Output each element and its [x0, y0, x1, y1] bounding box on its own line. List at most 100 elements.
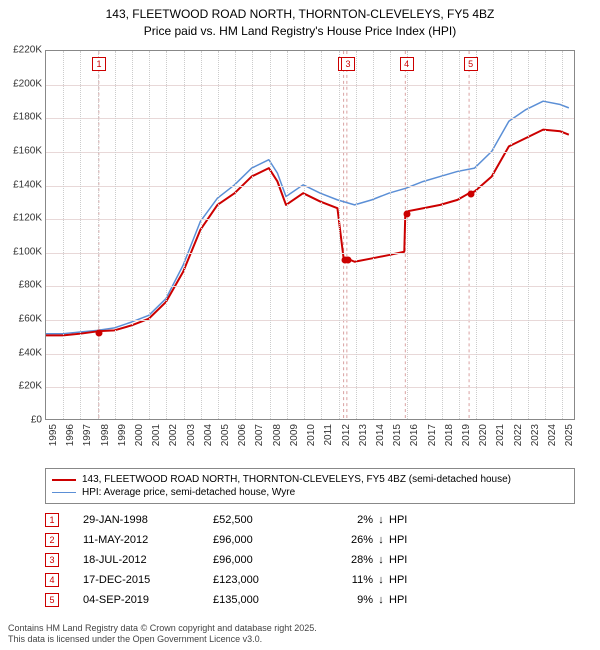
sale-marker-box: 3 — [341, 57, 355, 71]
gridline-h — [46, 320, 574, 321]
row-date: 17-DEC-2015 — [83, 574, 213, 586]
gridline-h — [46, 354, 574, 355]
row-date: 18-JUL-2012 — [83, 554, 213, 566]
x-tick-label: 2023 — [530, 424, 541, 446]
gridline-v — [459, 51, 460, 419]
x-tick-label: 2000 — [134, 424, 145, 446]
title-line1: 143, FLEETWOOD ROAD NORTH, THORNTON-CLEV… — [0, 6, 600, 23]
gridline-v — [98, 51, 99, 419]
gridline-h — [46, 286, 574, 287]
x-tick-label: 2009 — [289, 424, 300, 446]
gridline-h — [46, 186, 574, 187]
chart-container: 143, FLEETWOOD ROAD NORTH, THORNTON-CLEV… — [0, 0, 600, 650]
sale-marker-box: 5 — [464, 57, 478, 71]
x-tick-label: 2020 — [478, 424, 489, 446]
gridline-v — [425, 51, 426, 419]
down-arrow-icon: ↓ — [373, 574, 389, 586]
y-tick-label: £180K — [13, 112, 42, 123]
legend-label: 143, FLEETWOOD ROAD NORTH, THORNTON-CLEV… — [82, 474, 511, 485]
table-row: 318-JUL-2012£96,00028%↓HPI — [45, 550, 575, 570]
x-tick-label: 2016 — [409, 424, 420, 446]
gridline-h — [46, 387, 574, 388]
y-tick-label: £200K — [13, 78, 42, 89]
row-hpi: HPI — [389, 534, 429, 546]
x-tick-label: 2003 — [186, 424, 197, 446]
sale-marker-dot — [344, 256, 351, 263]
plot-area: 12345 — [45, 50, 575, 420]
y-tick-label: £220K — [13, 45, 42, 56]
table-row: 129-JAN-1998£52,5002%↓HPI — [45, 510, 575, 530]
row-price: £52,500 — [213, 514, 313, 526]
x-tick-label: 2005 — [220, 424, 231, 446]
row-hpi: HPI — [389, 554, 429, 566]
x-tick-label: 2018 — [444, 424, 455, 446]
x-tick-label: 1996 — [65, 424, 76, 446]
gridline-v — [321, 51, 322, 419]
gridline-v — [132, 51, 133, 419]
x-tick-label: 2008 — [272, 424, 283, 446]
sale-marker-dot — [96, 329, 103, 336]
x-tick-label: 2010 — [306, 424, 317, 446]
x-tick-label: 1998 — [100, 424, 111, 446]
row-pct: 2% — [313, 514, 373, 526]
y-tick-label: £60K — [19, 314, 42, 325]
y-tick-label: £80K — [19, 280, 42, 291]
gridline-v — [442, 51, 443, 419]
series-hpi — [46, 101, 569, 334]
row-marker: 4 — [45, 573, 59, 587]
gridline-h — [46, 85, 574, 86]
gridline-v — [184, 51, 185, 419]
row-date: 29-JAN-1998 — [83, 514, 213, 526]
down-arrow-icon: ↓ — [373, 514, 389, 526]
sale-marker-box: 4 — [400, 57, 414, 71]
x-tick-label: 2002 — [168, 424, 179, 446]
row-price: £96,000 — [213, 554, 313, 566]
y-axis: £0£20K£40K£60K£80K£100K£120K£140K£160K£1… — [0, 50, 44, 420]
y-tick-label: £140K — [13, 179, 42, 190]
legend-item: 143, FLEETWOOD ROAD NORTH, THORNTON-CLEV… — [52, 473, 568, 486]
row-price: £135,000 — [213, 594, 313, 606]
x-tick-label: 2017 — [427, 424, 438, 446]
gridline-h — [46, 253, 574, 254]
gridline-v — [166, 51, 167, 419]
x-tick-label: 2021 — [495, 424, 506, 446]
sales-table: 129-JAN-1998£52,5002%↓HPI211-MAY-2012£96… — [45, 510, 575, 610]
gridline-v — [356, 51, 357, 419]
x-tick-label: 2014 — [375, 424, 386, 446]
footnote-line1: Contains HM Land Registry data © Crown c… — [8, 623, 317, 635]
y-tick-label: £0 — [31, 415, 42, 426]
x-tick-label: 1995 — [48, 424, 59, 446]
x-tick-label: 1997 — [82, 424, 93, 446]
gridline-v — [493, 51, 494, 419]
sale-marker-box: 1 — [92, 57, 106, 71]
row-marker: 5 — [45, 593, 59, 607]
table-row: 211-MAY-2012£96,00026%↓HPI — [45, 530, 575, 550]
x-axis: 1995199619971998199920002001200220032004… — [45, 422, 575, 462]
x-tick-label: 1999 — [117, 424, 128, 446]
row-marker: 1 — [45, 513, 59, 527]
sale-marker-dot — [467, 190, 474, 197]
gridline-v — [562, 51, 563, 419]
row-price: £96,000 — [213, 534, 313, 546]
legend-swatch — [52, 479, 76, 481]
gridline-v — [80, 51, 81, 419]
title-block: 143, FLEETWOOD ROAD NORTH, THORNTON-CLEV… — [0, 0, 600, 40]
gridline-v — [339, 51, 340, 419]
y-tick-label: £120K — [13, 213, 42, 224]
row-pct: 26% — [313, 534, 373, 546]
y-tick-label: £40K — [19, 347, 42, 358]
down-arrow-icon: ↓ — [373, 534, 389, 546]
table-row: 504-SEP-2019£135,0009%↓HPI — [45, 590, 575, 610]
x-tick-label: 2015 — [392, 424, 403, 446]
title-line2: Price paid vs. HM Land Registry's House … — [0, 23, 600, 40]
gridline-v — [63, 51, 64, 419]
gridline-h — [46, 118, 574, 119]
row-pct: 28% — [313, 554, 373, 566]
gridline-h — [46, 152, 574, 153]
x-tick-label: 2022 — [513, 424, 524, 446]
gridline-v — [252, 51, 253, 419]
gridline-v — [476, 51, 477, 419]
footnote-line2: This data is licensed under the Open Gov… — [8, 634, 317, 646]
gridline-v — [270, 51, 271, 419]
gridline-v — [218, 51, 219, 419]
